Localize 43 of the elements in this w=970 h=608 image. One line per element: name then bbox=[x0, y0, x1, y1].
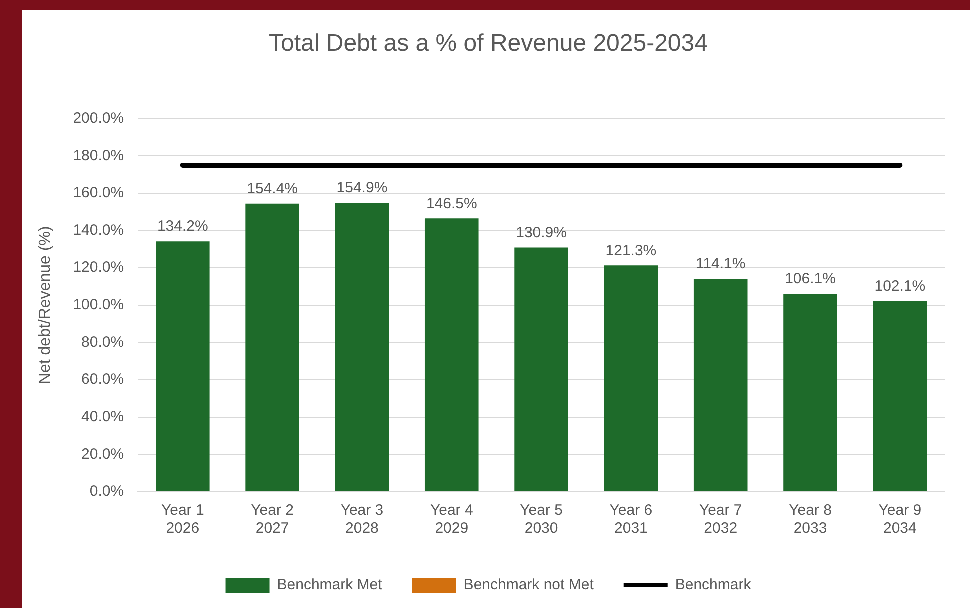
y-tick-label: 40.0% bbox=[82, 408, 124, 426]
y-tick-label: 160.0% bbox=[73, 184, 124, 202]
bar bbox=[156, 242, 210, 492]
data-label: 114.1% bbox=[696, 256, 746, 273]
y-tick-label: 140.0% bbox=[73, 222, 124, 239]
y-tick-label: 100.0% bbox=[73, 296, 124, 314]
data-label: 102.1% bbox=[874, 278, 926, 296]
y-axis-title: Net debt/Revenue (%) bbox=[37, 226, 54, 385]
legend-label: Benchmark bbox=[675, 576, 752, 594]
legend-label: Benchmark not Met bbox=[464, 576, 595, 594]
x-tick-label: Year 2 2027 bbox=[251, 502, 294, 538]
bar bbox=[246, 204, 300, 492]
bar bbox=[604, 266, 658, 492]
data-label: 130.9% bbox=[516, 224, 567, 242]
y-tick-label: 120.0% bbox=[73, 259, 124, 276]
data-label: 106.1% bbox=[785, 270, 836, 288]
bar bbox=[514, 248, 568, 492]
y-tick-label: 0.0% bbox=[90, 483, 124, 500]
y-tick-label: 180.0% bbox=[73, 147, 124, 164]
chart-title: Total Debt as a % of Revenue 2025-2034 bbox=[269, 30, 708, 58]
data-label: 154.4% bbox=[247, 180, 298, 198]
data-label: 154.9% bbox=[336, 180, 388, 197]
bar bbox=[335, 202, 390, 492]
y-tick-label: 80.0% bbox=[82, 334, 124, 351]
bar bbox=[424, 218, 479, 492]
legend-label: Benchmark Met bbox=[277, 576, 384, 594]
x-tick-label: Year 6 2031 bbox=[610, 502, 653, 538]
x-tick-label: Year 3 2028 bbox=[340, 502, 384, 538]
data-label: 134.2% bbox=[157, 218, 208, 236]
bar bbox=[873, 301, 928, 492]
bar bbox=[784, 294, 838, 492]
data-label: 121.3% bbox=[606, 242, 657, 260]
bar bbox=[694, 279, 748, 492]
x-tick-label: Year 1 2026 bbox=[161, 502, 204, 538]
y-tick-label: 200.0% bbox=[73, 110, 124, 127]
y-tick-label: 60.0% bbox=[82, 371, 124, 388]
x-tick-label: Year 9 2034 bbox=[878, 502, 922, 538]
x-tick-label: Year 7 2032 bbox=[699, 502, 742, 538]
x-tick-label: Year 8 2033 bbox=[789, 502, 832, 538]
x-tick-label: Year 4 2029 bbox=[430, 502, 474, 538]
data-label: 146.5% bbox=[426, 195, 478, 212]
y-tick-label: 20.0% bbox=[82, 446, 124, 463]
x-tick-label: Year 5 2030 bbox=[520, 502, 563, 538]
